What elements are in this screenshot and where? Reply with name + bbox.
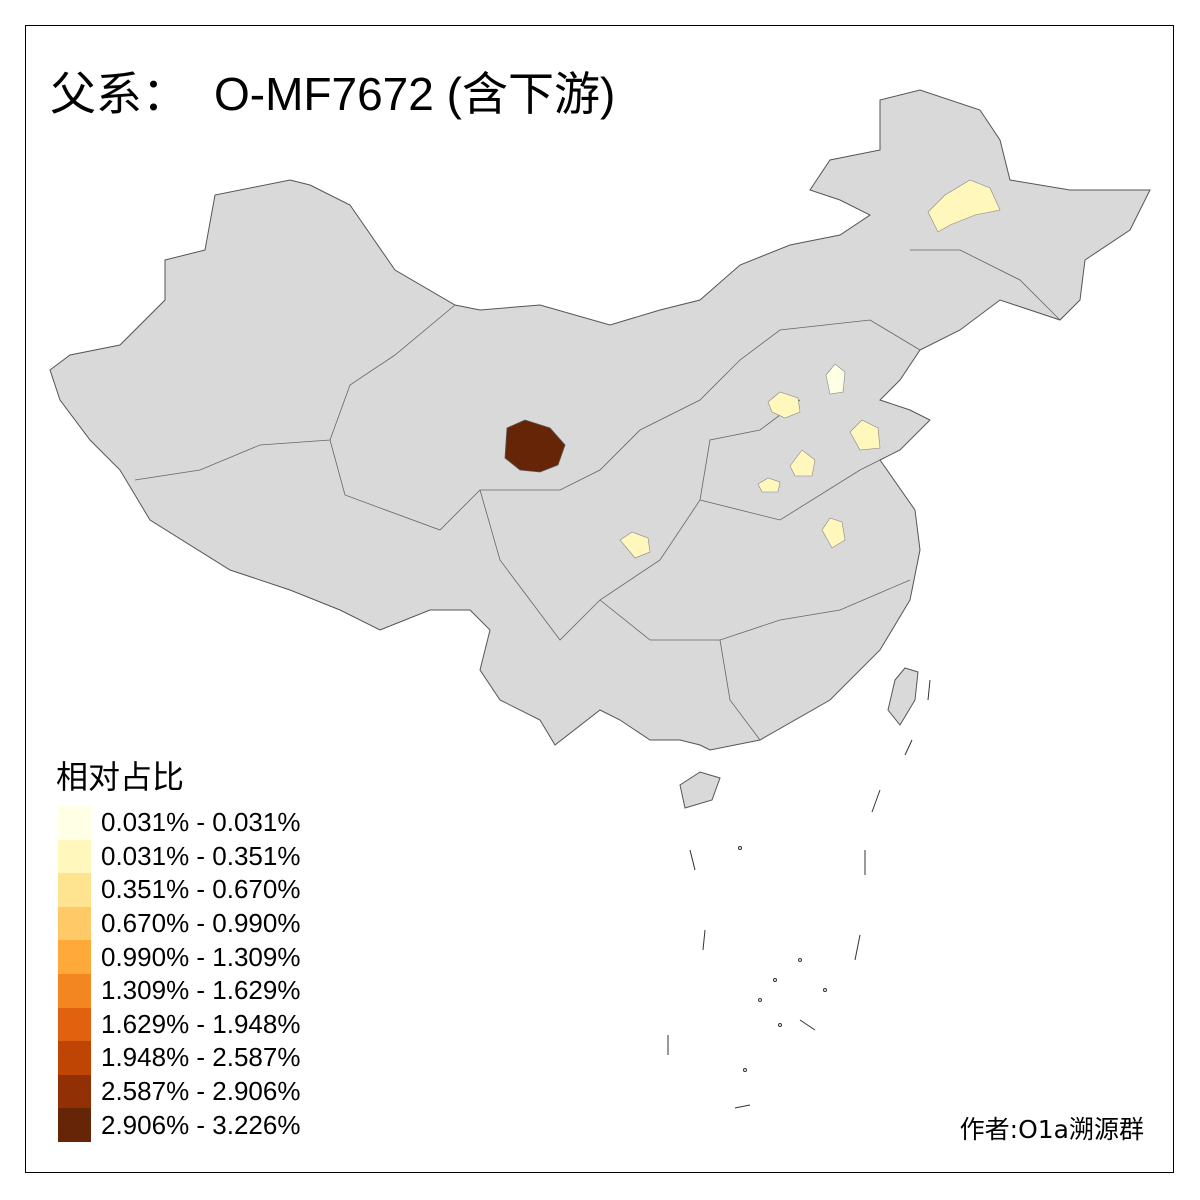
legend-item: 0.031% - 0.031% <box>58 806 300 840</box>
province-border <box>910 249 1061 321</box>
hainan <box>679 771 721 809</box>
legend-swatch <box>58 1074 91 1109</box>
legend-swatch <box>58 873 91 907</box>
legend-item: 0.031% - 0.351% <box>58 839 301 874</box>
legend-item: 0.351% - 0.670% <box>58 873 300 907</box>
legend-item: 2.587% - 2.906% <box>58 1074 301 1109</box>
legend-item: 2.906% - 3.226% <box>58 1108 300 1142</box>
south-china-sea-islands <box>667 679 931 1109</box>
legend-swatch <box>58 806 91 840</box>
map-title: 父系： O-MF7672 (含下游) <box>50 58 615 124</box>
legend-item: 1.948% - 2.587% <box>58 1041 300 1075</box>
china-mainland <box>49 89 1151 751</box>
legend-label: 2.906% - 3.226% <box>101 1109 301 1140</box>
region-anhui-highlight <box>821 517 846 549</box>
region-shandong-highlight <box>849 419 881 451</box>
legend-item: 1.309% - 1.629% <box>58 973 301 1008</box>
legend-label: 2.587% - 2.906% <box>101 1076 301 1107</box>
legend-label: 1.629% - 1.948% <box>101 1008 301 1039</box>
province-border <box>599 579 911 641</box>
legend-swatch <box>58 940 91 974</box>
legend-title: 相对占比 <box>56 758 185 796</box>
legend-swatch <box>58 839 91 874</box>
legend-swatch <box>58 973 91 1008</box>
title-haplogroup: O-MF7672 (含下游) <box>214 68 616 120</box>
province-border <box>719 639 761 741</box>
province-border <box>699 459 881 521</box>
author-credit: 作者:O1a溯源群 <box>959 1115 1144 1144</box>
region-henan2-highlight <box>757 477 781 493</box>
legend-item: 0.990% - 1.309% <box>58 940 300 974</box>
legend-label: 1.309% - 1.629% <box>101 975 301 1006</box>
legend-swatch <box>58 1108 91 1142</box>
region-qinghai-highlight <box>504 419 566 473</box>
legend-label: 0.031% - 0.031% <box>101 807 301 838</box>
taiwan <box>887 667 919 726</box>
plot-frame <box>25 25 1174 1173</box>
legend-item: 1.629% - 1.948% <box>58 1007 301 1042</box>
legend-label: 1.948% - 2.587% <box>101 1042 301 1073</box>
region-beijing-highlight <box>825 363 846 395</box>
title-prefix: 父系： <box>50 67 188 121</box>
legend-label: 0.351% - 0.670% <box>101 874 301 905</box>
legend-swatch <box>58 1007 91 1042</box>
legend-swatch <box>58 1041 91 1075</box>
region-henan-highlight <box>789 449 816 477</box>
province-border <box>479 399 801 641</box>
legend-item: 0.670% - 0.990% <box>58 906 301 941</box>
region-sichuan-highlight <box>619 531 651 559</box>
legend-label: 0.670% - 0.990% <box>101 908 301 939</box>
region-heilongjiang-highlight <box>927 179 1001 233</box>
province-border <box>329 319 921 531</box>
legend-label: 0.990% - 1.309% <box>101 941 301 972</box>
legend: 0.031% - 0.031% 0.031% - 0.351% 0.351% - 0… <box>58 806 300 1142</box>
legend-label: 0.031% - 0.351% <box>101 840 301 871</box>
legend-swatch <box>58 906 91 941</box>
region-shanxi-highlight <box>767 391 801 419</box>
